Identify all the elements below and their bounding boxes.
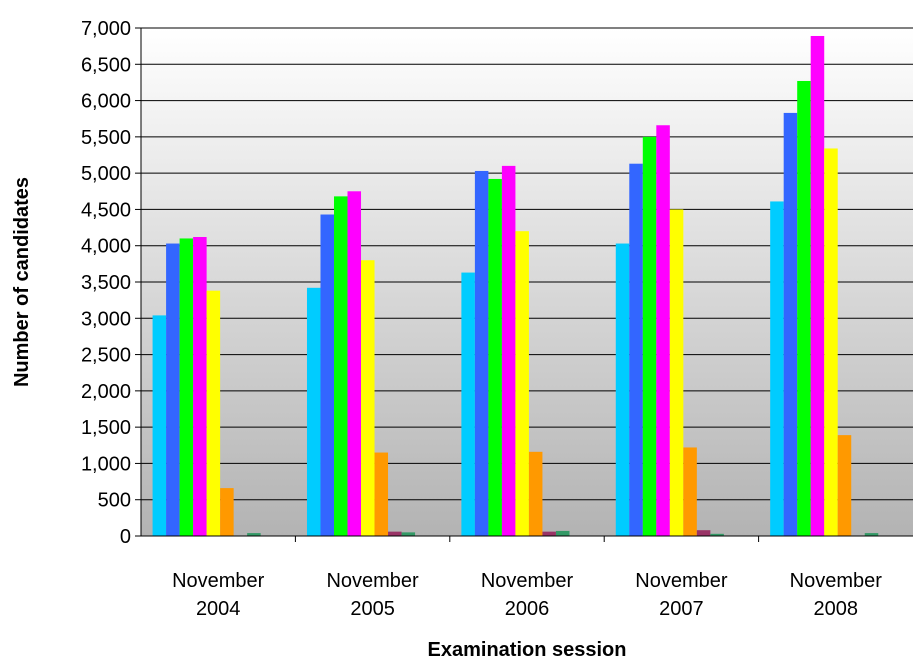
y-axis-title: Number of candidates [11,177,33,387]
bar [153,315,167,536]
bar [556,531,570,536]
bar [824,148,838,536]
bar [220,488,234,536]
bar [838,435,852,536]
bar [697,530,711,536]
y-tick-label: 0 [120,526,131,548]
bar [388,532,402,536]
x-tick-label: November [326,570,419,592]
bar [811,36,825,536]
bar [375,453,389,536]
y-tick-label: 3,500 [81,272,131,294]
bar [643,137,657,536]
y-tick-label: 2,500 [81,345,131,367]
y-tick-label: 4,000 [81,236,131,258]
bar [180,238,194,536]
x-tick-label: November [790,570,883,592]
bar [529,452,543,536]
bar [334,196,348,536]
bar [616,244,630,536]
bar [770,201,784,536]
bar [166,244,180,536]
x-tick-label: 2004 [196,598,241,620]
x-axis-title: Examination session [428,639,627,661]
x-tick-label: 2007 [659,598,704,620]
bar [402,532,416,536]
bar [348,191,362,536]
bar [361,260,375,536]
x-tick-label: November [172,570,265,592]
bar [193,237,207,536]
bar [515,231,529,536]
y-tick-label: 4,500 [81,199,131,221]
y-tick-label: 1,000 [81,453,131,475]
bar [207,291,221,536]
bar [542,532,556,536]
y-tick-label: 2,000 [81,381,131,403]
bar [502,166,516,536]
bar [670,209,684,536]
bar [656,125,670,536]
x-tick-labels: November 2004 November 2005 November 2006 Nove… [172,570,882,620]
bar [475,171,489,536]
bar [784,113,798,536]
y-tick-label: 6,000 [81,91,131,113]
y-tick-labels: 0 500 1,000 1,500 2,000 2,500 3,000 3,500 4,000 4… [81,18,131,548]
x-tick-label: 2006 [505,598,550,620]
y-tick-label: 1,500 [81,417,131,439]
x-tick-label: 2008 [814,598,859,620]
bar [629,164,643,536]
x-tick-label: November [635,570,728,592]
x-tick-label: November [481,570,574,592]
bar [797,81,811,536]
y-tick-label: 500 [98,490,131,512]
bar [488,179,502,536]
bar [461,273,475,536]
y-tick-label: 3,000 [81,308,131,330]
bar [307,288,321,536]
bar [683,447,697,536]
y-tick-label: 6,500 [81,54,131,76]
y-tick-label: 7,000 [81,18,131,40]
x-tick-label: 2005 [350,598,395,620]
y-tick-label: 5,500 [81,127,131,149]
y-tick-label: 5,000 [81,163,131,185]
bar [320,215,334,536]
